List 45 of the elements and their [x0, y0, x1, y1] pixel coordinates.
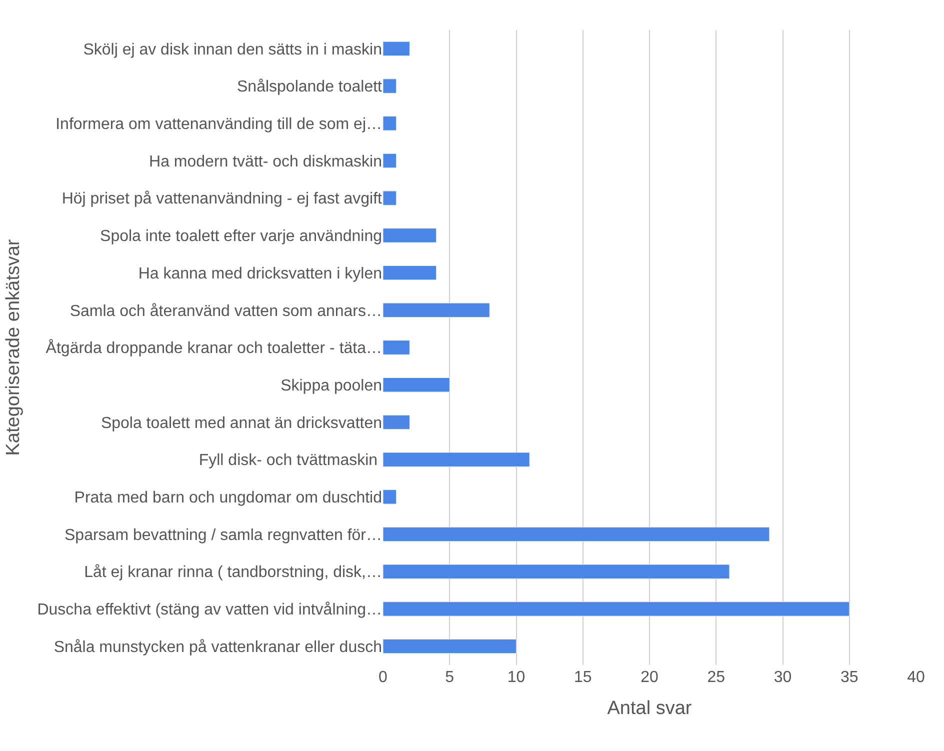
bar — [383, 116, 397, 131]
y-tick-label: Sparsam bevattning / samla regnvatten för… — [64, 526, 382, 544]
y-tick-label: Spola inte toalett efter varje användning — [100, 228, 382, 246]
y-tick-label: Informera om vattenanvänding till de som ej… — [56, 116, 382, 133]
bar — [383, 265, 437, 280]
bar — [383, 302, 490, 318]
y-tick-label: Snålspolande toalett — [237, 78, 383, 96]
bar — [383, 602, 850, 616]
bar — [383, 414, 410, 430]
x-tick-label: 15 — [574, 669, 592, 686]
y-tick-label: Höj priset på vattenanvändning - ej fast avgift — [62, 190, 383, 208]
y-axis-title: Kategoriserade enkätsvar — [3, 238, 24, 456]
y-tick-label: Ha kanna med dricksvatten i kylen — [138, 265, 382, 282]
bar — [383, 153, 397, 168]
bar — [383, 190, 397, 206]
y-tick-label: Samla och återanvänd vatten som annars… — [70, 302, 382, 320]
x-tick-label: 10 — [507, 669, 526, 686]
bar — [383, 228, 437, 243]
y-tick-label: Ha modern tvätt- och diskmaskin — [149, 153, 382, 170]
bar — [383, 78, 397, 94]
y-tick-label: Åtgärda droppande kranar och toaletter - täta… — [46, 339, 382, 358]
bar — [383, 638, 516, 654]
bar — [383, 564, 730, 579]
y-tick-label: Skölj ej av disk innan den sätts in i maskin — [83, 41, 382, 58]
x-tick-label: 30 — [774, 669, 792, 686]
x-axis-title: Antal svar — [607, 698, 692, 719]
y-tick-label: Spola toalett med annat än dricksvatten — [100, 414, 382, 432]
bar — [383, 378, 450, 392]
y-tick-label: Prata med barn och ungdomar om duschtid — [74, 490, 382, 507]
y-tick-label: Skippa poolen — [280, 377, 382, 394]
y-tick-label: Fyll disk- och tvättmaskin — [198, 452, 382, 470]
y-tick-label: Snåla munstycken på vattenkranar eller dusch — [54, 638, 382, 656]
y-tick-label: Duscha effektivt (stäng av vatten vid intvålning… — [37, 602, 382, 619]
x-tick-label: 25 — [707, 669, 726, 686]
x-tick-label: 35 — [840, 669, 858, 686]
x-tick-label: 5 — [445, 669, 454, 686]
x-tick-label: 40 — [907, 669, 925, 686]
bar — [383, 526, 770, 542]
bar — [383, 41, 410, 56]
bar — [383, 490, 397, 504]
x-tick-label: 20 — [640, 669, 658, 686]
x-tick-label: 0 — [378, 669, 388, 686]
y-tick-label: Låt ej kranar rinna ( tandborstning, disk,… — [84, 564, 382, 582]
bar — [383, 340, 410, 355]
bar — [383, 452, 530, 467]
